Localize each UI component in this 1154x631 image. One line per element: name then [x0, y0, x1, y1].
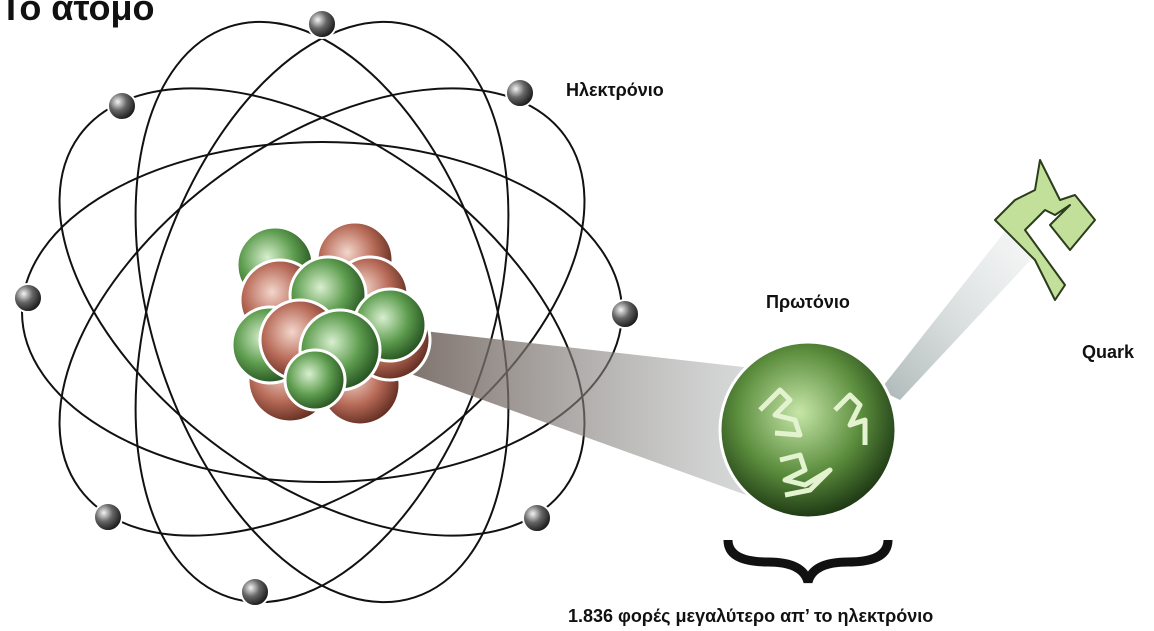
electron: [506, 79, 534, 107]
quark-label: Quark: [1082, 342, 1135, 362]
nucleus: [232, 222, 430, 425]
electron: [611, 300, 639, 328]
electron: [308, 10, 336, 38]
brace: [728, 540, 888, 582]
zoom-beam: [880, 225, 1040, 400]
electron: [14, 284, 42, 312]
zoom-beam: [400, 330, 770, 500]
page: Το άτομο: [0, 0, 1154, 631]
electron-label: Ηλεκτρόνιο: [566, 80, 664, 100]
title: Το άτομο: [0, 0, 155, 28]
electron: [94, 503, 122, 531]
electron: [241, 578, 269, 606]
electron: [108, 92, 136, 120]
comparison-label: 1.836 φορές μεγαλύτερο απ’ το ηλεκτρόνιο: [568, 606, 933, 626]
proton-label: Πρωτόνιο: [766, 292, 850, 312]
atom-diagram: Το άτομο: [0, 0, 1154, 631]
electron: [523, 504, 551, 532]
